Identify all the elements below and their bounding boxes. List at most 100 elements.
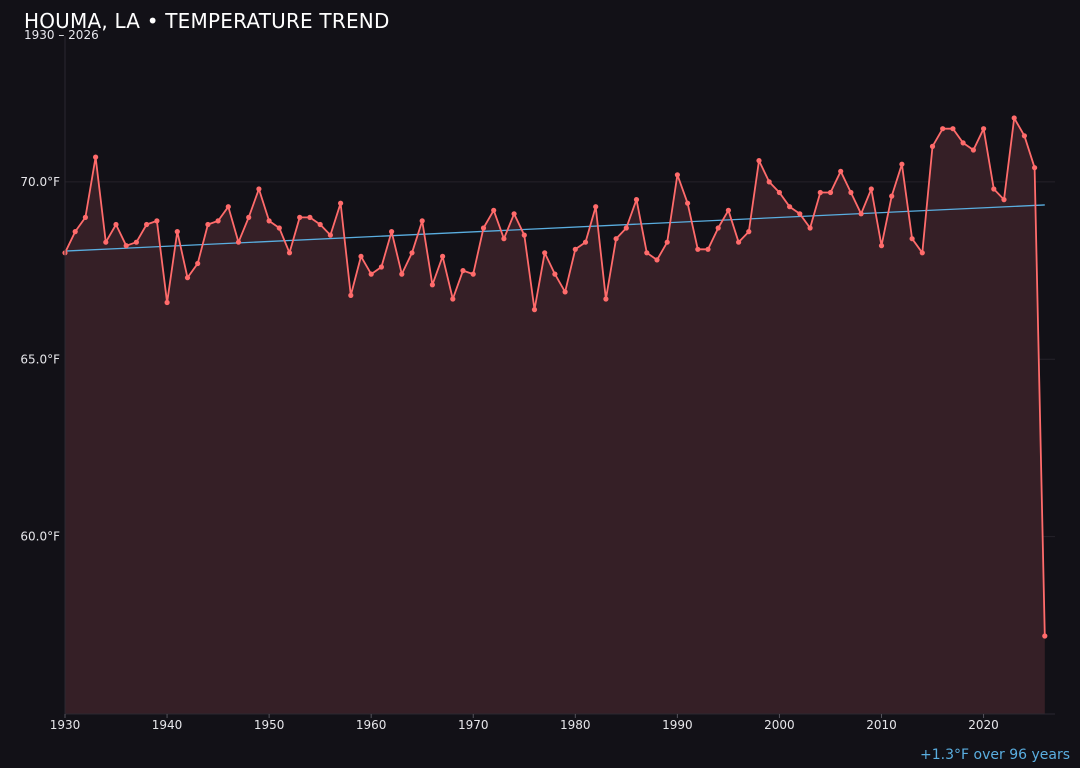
temperature-data-point	[460, 268, 466, 274]
temperature-data-point	[470, 271, 476, 277]
temperature-data-point	[797, 211, 803, 217]
temperature-data-point	[246, 214, 252, 220]
temperature-data-point	[766, 179, 772, 185]
y-tick-label: 60.0°F	[20, 530, 60, 544]
x-tick-label: 1950	[254, 718, 285, 732]
x-tick-label: 2000	[764, 718, 795, 732]
temperature-data-point	[368, 271, 374, 277]
temperature-data-point	[480, 225, 487, 231]
x-tick-label: 1930	[50, 718, 81, 732]
temperature-data-point	[72, 229, 78, 235]
temperature-data-point	[960, 140, 966, 146]
temperature-data-point	[256, 186, 262, 192]
temperature-data-point	[276, 225, 282, 231]
temperature-data-point	[909, 236, 915, 242]
temperature-data-point	[348, 292, 354, 298]
temperature-data-point	[715, 225, 721, 231]
temperature-data-point	[807, 225, 813, 231]
temperature-data-point	[286, 250, 293, 256]
temperature-data-point	[511, 211, 517, 217]
x-tick-label: 1990	[662, 718, 693, 732]
temperature-data-point	[654, 257, 660, 263]
temperature-data-point	[103, 239, 109, 245]
temperature-data-point	[358, 253, 364, 259]
temperature-data-point	[695, 246, 701, 252]
temperature-data-point	[950, 126, 956, 132]
temperature-data-point	[970, 147, 977, 153]
temperature-data-point	[787, 204, 793, 210]
x-tick-label: 1980	[560, 718, 591, 732]
temperature-data-point	[756, 158, 762, 164]
temperature-data-point	[593, 204, 599, 210]
temperature-data-point	[133, 239, 139, 245]
temperature-data-point	[929, 143, 936, 149]
temperature-data-point	[429, 282, 435, 288]
x-tick-label: 1960	[356, 718, 387, 732]
temperature-data-point	[940, 126, 946, 132]
temperature-data-point	[154, 218, 160, 224]
x-tick-label: 2020	[968, 718, 999, 732]
temperature-data-point	[899, 161, 905, 167]
temperature-data-point	[93, 154, 99, 160]
temperature-data-point	[562, 289, 568, 295]
temperature-data-point	[205, 221, 211, 228]
temperature-data-point	[389, 229, 395, 235]
temperature-data-point	[184, 275, 191, 281]
temperature-data-point	[409, 250, 415, 256]
temperature-data-point	[1021, 133, 1027, 139]
temperature-data-point	[981, 126, 987, 132]
temperature-data-point	[501, 236, 507, 242]
temperature-data-point	[82, 214, 88, 220]
temperature-data-point	[450, 296, 456, 302]
temperature-data-point	[664, 239, 670, 245]
temperature-data-point	[674, 172, 681, 178]
x-tick-label: 1970	[458, 718, 489, 732]
temperature-data-point	[582, 239, 589, 245]
temperature-data-point	[1032, 165, 1038, 171]
temperature-data-point	[1001, 197, 1007, 203]
trend-summary: +1.3°F over 96 years	[920, 747, 1070, 763]
temperature-data-point	[1042, 633, 1048, 639]
temperature-data-point	[215, 218, 221, 224]
chart-subtitle: 1930 – 2026	[24, 28, 99, 42]
temperature-data-point	[113, 221, 119, 228]
temperature-data-point	[521, 232, 527, 238]
temperature-data-point	[440, 253, 446, 259]
temperature-data-point	[868, 186, 874, 192]
temperature-data-point	[419, 218, 425, 224]
temperature-data-point	[491, 207, 497, 213]
temperature-data-point	[736, 239, 742, 245]
temperature-data-point	[378, 264, 384, 270]
temperature-data-point	[327, 232, 333, 238]
y-tick-label: 70.0°F	[20, 175, 60, 189]
temperature-data-point	[776, 189, 783, 196]
temperature-data-point	[542, 250, 548, 256]
temperature-area-fill	[65, 118, 1045, 714]
temperature-data-point	[633, 197, 640, 203]
temperature-data-point	[266, 218, 272, 224]
temperature-data-point	[164, 299, 170, 306]
x-tick-label: 2010	[866, 718, 897, 732]
x-tick-label: 1940	[152, 718, 183, 732]
temperature-data-point	[144, 221, 150, 228]
temperature-data-point	[858, 211, 864, 217]
temperature-data-point	[225, 204, 231, 210]
temperature-data-point	[399, 271, 405, 277]
temperature-data-point	[235, 239, 242, 245]
temperature-data-point	[705, 246, 711, 252]
temperature-data-point	[644, 250, 650, 256]
temperature-data-point	[317, 221, 323, 228]
chart-title: HOUMA, LA • TEMPERATURE TREND	[24, 9, 390, 33]
temperature-data-point	[746, 229, 752, 235]
temperature-data-point	[603, 296, 609, 302]
temperature-data-point	[531, 307, 538, 313]
temperature-data-point	[725, 207, 732, 213]
temperature-data-point	[827, 189, 834, 196]
temperature-data-point	[848, 189, 854, 196]
temperature-data-point	[623, 225, 629, 231]
temperature-data-point	[338, 200, 344, 206]
temperature-data-point	[572, 246, 578, 252]
temperature-data-point	[1011, 115, 1017, 121]
temperature-data-point	[838, 168, 844, 174]
